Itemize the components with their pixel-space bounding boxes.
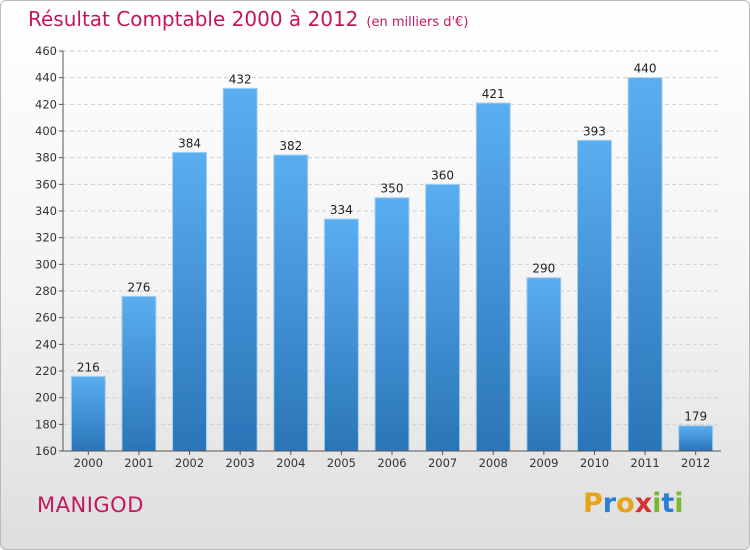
data-label: 334: [330, 203, 353, 217]
x-tick-label: 2008: [479, 456, 508, 470]
x-tick-label: 2005: [327, 456, 356, 470]
y-tick-label: 200: [35, 391, 57, 405]
y-tick-label: 280: [35, 284, 57, 298]
x-tick-label: 2010: [580, 456, 609, 470]
data-label: 393: [583, 124, 606, 138]
title-unit: (en milliers d'€): [366, 15, 469, 30]
bar: [70, 375, 106, 452]
y-tick-label: 260: [35, 311, 57, 325]
bar: [273, 154, 309, 452]
data-label: 276: [127, 280, 150, 294]
data-label: 360: [431, 168, 454, 182]
chart-title: Résultat Comptable 2000 à 2012 (en millie…: [28, 7, 468, 31]
logo-letter: o: [616, 488, 635, 519]
x-tick-label: 2009: [529, 456, 558, 470]
x-tick-label: 2004: [276, 456, 305, 470]
x-tick-label: 2000: [74, 456, 103, 470]
logo-letter: i: [652, 488, 662, 519]
x-tick-label: 2011: [630, 456, 659, 470]
bar: [172, 151, 208, 452]
bar: [627, 77, 663, 452]
data-label: 384: [178, 136, 201, 150]
data-label: 216: [77, 360, 100, 374]
y-tick-label: 400: [35, 124, 57, 138]
x-tick-label: 2002: [175, 456, 204, 470]
commune-name: MANIGOD: [37, 493, 144, 517]
y-tick-label: 180: [35, 417, 57, 431]
title-text: Résultat Comptable 2000 à 2012: [28, 7, 359, 31]
x-tick-label: 2003: [226, 456, 255, 470]
bar: [526, 277, 562, 452]
data-label: 350: [381, 182, 404, 196]
x-tick-label: 2007: [428, 456, 457, 470]
logo-letter: r: [602, 488, 617, 519]
bar: [576, 139, 612, 452]
data-label: 179: [684, 410, 707, 424]
x-tick-label: 2012: [681, 456, 710, 470]
y-tick-label: 380: [35, 151, 57, 165]
data-label: 432: [229, 72, 252, 86]
logo-letter: P: [583, 488, 603, 519]
data-label: 382: [279, 139, 302, 153]
y-tick-label: 460: [35, 44, 57, 58]
data-label: 421: [482, 87, 505, 101]
data-label: 290: [532, 262, 555, 276]
bar: [121, 295, 157, 452]
proxiti-logo: Proxiti: [583, 488, 684, 519]
y-tick-label: 220: [35, 364, 57, 378]
y-tick-label: 360: [35, 177, 57, 191]
data-label: 440: [634, 62, 657, 76]
bar: [425, 183, 461, 452]
y-tick-label: 160: [35, 444, 57, 458]
x-tick-label: 2006: [377, 456, 406, 470]
bar: [374, 197, 410, 452]
bar: [678, 425, 714, 452]
y-tick-label: 340: [35, 204, 57, 218]
bar: [475, 102, 511, 452]
y-tick-label: 320: [35, 231, 57, 245]
logo-letter: x: [634, 488, 653, 519]
y-tick-label: 420: [35, 97, 57, 111]
bar: [323, 218, 359, 452]
logo-letter: t: [661, 488, 675, 519]
bar: [222, 87, 258, 452]
logo-letter: i: [674, 488, 684, 519]
y-tick-label: 440: [35, 71, 57, 85]
x-tick-label: 2001: [124, 456, 153, 470]
y-tick-label: 300: [35, 257, 57, 271]
y-tick-label: 240: [35, 337, 57, 351]
